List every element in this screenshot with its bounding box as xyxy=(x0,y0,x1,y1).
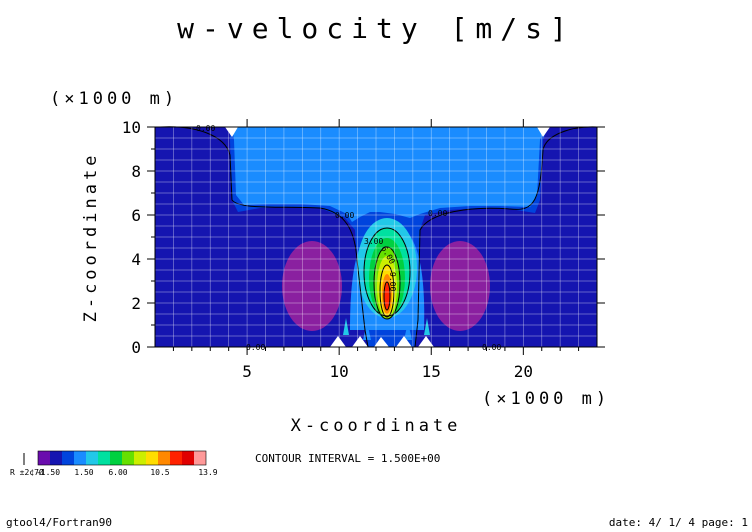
footer-right: date: 4/ 1/ 4 page: 1 xyxy=(609,516,748,529)
contour-line xyxy=(373,246,401,320)
colorbar-swatch xyxy=(50,451,62,465)
colorbar xyxy=(23,450,207,466)
x-tick-label: 10 xyxy=(330,362,349,381)
x-tick-label: 15 xyxy=(422,362,441,381)
colorbar-swatch xyxy=(194,451,206,465)
y-tick-label: 10 xyxy=(122,118,141,137)
chart-title: w-velocity [m/s] xyxy=(177,12,575,45)
contour-line xyxy=(379,264,395,318)
y-unit-label: (×1000 m) xyxy=(50,89,178,109)
colorbar-swatch xyxy=(74,451,86,465)
x-axis-label: X-coordinate xyxy=(291,416,462,436)
contour-label: 0.00 xyxy=(428,209,447,218)
colorbar-swatch xyxy=(62,451,74,465)
colorbar-tick-labels: -1.50 1.50 6.00 10.5 13.9 xyxy=(36,468,218,477)
colorbar-tick-label: 13.9 xyxy=(198,468,217,477)
grid-lines xyxy=(155,127,597,347)
colorbar-swatch xyxy=(134,451,146,465)
colorbar-tick-label: 1.50 xyxy=(74,468,93,477)
y-axis: 0 2 4 6 8 10 xyxy=(122,118,605,357)
spike-mid-left xyxy=(363,322,371,340)
contour-line-zero xyxy=(159,126,369,348)
contour-line-zero xyxy=(414,126,598,348)
plot-area: 0.00 0.00 0.00 0.00 0.00 3.00 6.00 9.00 xyxy=(154,124,598,352)
top-notch-left xyxy=(225,127,238,137)
colorbar-swatch xyxy=(98,451,110,465)
colorbar-frame xyxy=(37,450,207,466)
updraft-level-9 xyxy=(384,282,390,310)
contour-label: 9.00 xyxy=(388,272,397,291)
spike-left xyxy=(343,318,349,335)
y-tick-label: 0 xyxy=(131,338,141,357)
x-tick-label: 20 xyxy=(514,362,533,381)
terrain-notch-1 xyxy=(330,336,346,347)
y-tick-label: 8 xyxy=(131,162,141,181)
colorbar-swatch xyxy=(170,451,182,465)
colorbar-tick-label: 6.00 xyxy=(108,468,127,477)
downdraft-right xyxy=(430,241,490,331)
y-tick-label: 4 xyxy=(131,250,141,269)
contour-line xyxy=(383,281,391,311)
colorbar-swatch xyxy=(38,451,50,465)
x-axis: 5 10 15 20 xyxy=(172,119,580,381)
x-tick-label: 5 xyxy=(242,362,252,381)
footer-left: gtool4/Fortran90 xyxy=(6,516,112,529)
contour-label: 0.00 xyxy=(196,124,215,133)
colorbar-swatch xyxy=(146,451,158,465)
top-notch-right xyxy=(537,127,550,137)
terrain-notch-3 xyxy=(374,337,389,347)
colorbar-swatch xyxy=(110,451,122,465)
contour-label: 0.00 xyxy=(335,211,354,220)
contour-lines xyxy=(159,126,598,348)
colorbar-tick-label: 10.5 xyxy=(150,468,169,477)
contour-interval: CONTOUR INTERVAL = 1.500E+00 xyxy=(255,452,440,465)
y-tick-label: 6 xyxy=(131,206,141,225)
terrain-notch-5 xyxy=(418,336,434,347)
colorbar-swatch xyxy=(158,451,170,465)
terrain-notch-4 xyxy=(396,336,412,347)
spike-right xyxy=(424,318,430,335)
y-tick-label: 2 xyxy=(131,294,141,313)
colorbar-swatch xyxy=(86,451,98,465)
contour-label: 3.00 xyxy=(364,237,383,246)
contour-line xyxy=(363,227,411,317)
colorbar-swatch xyxy=(182,451,194,465)
colorbar-swatch xyxy=(122,451,134,465)
contour-region-top xyxy=(232,127,545,222)
spike-mid-right xyxy=(404,322,412,340)
colorbar-start-label: R ±2¢7Ø xyxy=(10,467,44,477)
x-unit-label: (×1000 m) xyxy=(482,389,610,409)
terrain-notch-2 xyxy=(352,336,368,347)
y-axis-label: Z-coordinate xyxy=(81,152,101,323)
colorbar-tick-label: -1.50 xyxy=(36,468,60,477)
downdraft-left xyxy=(282,241,342,331)
